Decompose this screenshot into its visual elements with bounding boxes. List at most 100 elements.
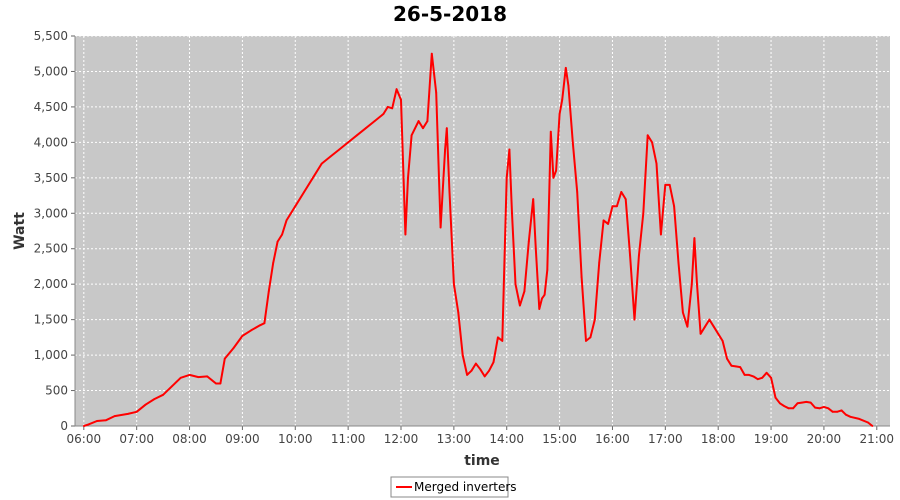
data-point <box>585 340 587 342</box>
data-point <box>607 223 609 225</box>
data-point <box>836 410 838 413</box>
data-point <box>831 410 834 413</box>
data-point <box>285 219 288 222</box>
data-point <box>721 340 724 342</box>
data-point <box>858 418 861 420</box>
x-tick-label: 11:00 <box>331 432 366 446</box>
data-point <box>564 67 567 69</box>
data-point <box>620 191 623 193</box>
data-point <box>259 324 261 327</box>
data-point <box>444 148 446 151</box>
data-point <box>435 91 438 94</box>
data-point <box>726 357 728 360</box>
data-point <box>197 376 200 378</box>
data-point <box>162 393 165 396</box>
data-point <box>267 290 270 293</box>
data-point <box>470 369 473 372</box>
data-point <box>743 374 746 376</box>
data-point <box>532 198 535 201</box>
data-point <box>144 403 147 406</box>
data-point <box>179 376 182 379</box>
data-point <box>153 398 156 400</box>
data-point <box>422 127 424 130</box>
data-point <box>407 176 409 179</box>
data-point <box>426 120 429 122</box>
data-point <box>391 107 394 110</box>
data-point <box>113 415 116 417</box>
data-point <box>104 419 107 422</box>
x-tick-label: 20:00 <box>807 432 842 446</box>
data-point <box>171 385 173 388</box>
grid-lines <box>75 35 890 427</box>
data-point <box>809 401 812 404</box>
data-point <box>364 127 367 130</box>
data-point <box>651 141 653 144</box>
data-point <box>840 409 843 412</box>
data-point <box>867 421 869 424</box>
data-point <box>673 205 675 208</box>
y-tick-label: 5,000 <box>34 64 68 78</box>
data-point <box>717 332 720 335</box>
y-tick-label: 4,000 <box>34 135 68 149</box>
plot-area <box>75 36 890 426</box>
data-point <box>82 425 85 427</box>
x-tick-label: 14:00 <box>489 432 524 446</box>
data-point <box>871 425 874 427</box>
data-point <box>730 364 733 367</box>
data-point <box>580 276 583 278</box>
data-point <box>633 318 636 321</box>
data-point <box>404 233 407 236</box>
data-point <box>430 52 433 55</box>
data-point <box>373 120 376 122</box>
chart-title: 26-5-2018 <box>393 2 507 26</box>
y-tick-label: 2,500 <box>34 242 68 256</box>
y-tick-label: 5,500 <box>34 29 68 43</box>
data-point <box>571 141 574 144</box>
data-point <box>558 113 561 115</box>
data-point <box>664 184 667 186</box>
data-point <box>505 176 508 179</box>
data-point <box>479 368 482 371</box>
data-point <box>338 148 341 151</box>
data-point <box>787 407 790 410</box>
data-point <box>693 237 696 240</box>
data-point <box>712 325 715 328</box>
data-point <box>567 84 570 87</box>
data-point <box>263 322 266 325</box>
x-tick-label: 06:00 <box>67 432 102 446</box>
data-point <box>466 374 468 376</box>
data-point <box>538 308 541 310</box>
y-tick-label: 3,000 <box>34 206 68 220</box>
data-point <box>417 120 420 122</box>
x-tick-label: 09:00 <box>225 432 260 446</box>
data-point <box>448 191 451 193</box>
data-point <box>818 407 821 410</box>
data-point <box>704 325 706 328</box>
data-point <box>845 413 847 416</box>
y-tick-label: 1,000 <box>34 348 68 362</box>
y-axis: 0 500 1,000 1,500 2,000 2,500 3,000 3,500 4,000 4… <box>34 29 76 433</box>
data-point <box>549 130 552 133</box>
data-point <box>483 375 486 378</box>
data-point <box>823 406 825 408</box>
data-point <box>445 127 448 130</box>
x-tick-label: 17:00 <box>648 432 683 446</box>
data-point <box>805 401 808 403</box>
data-point <box>748 374 750 376</box>
data-point <box>511 212 513 215</box>
data-point <box>602 219 605 222</box>
legend-label: Merged inverters <box>414 480 517 494</box>
data-point <box>356 134 358 137</box>
x-tick-label: 12:00 <box>384 432 419 446</box>
data-point <box>801 401 803 404</box>
data-point <box>281 233 283 236</box>
data-point <box>624 198 627 201</box>
data-point <box>501 340 504 342</box>
data-point <box>708 318 711 321</box>
data-point <box>250 329 253 332</box>
data-point <box>598 262 601 264</box>
data-point <box>814 406 816 409</box>
data-point <box>593 318 596 321</box>
data-point <box>739 366 742 368</box>
data-point <box>347 141 349 144</box>
